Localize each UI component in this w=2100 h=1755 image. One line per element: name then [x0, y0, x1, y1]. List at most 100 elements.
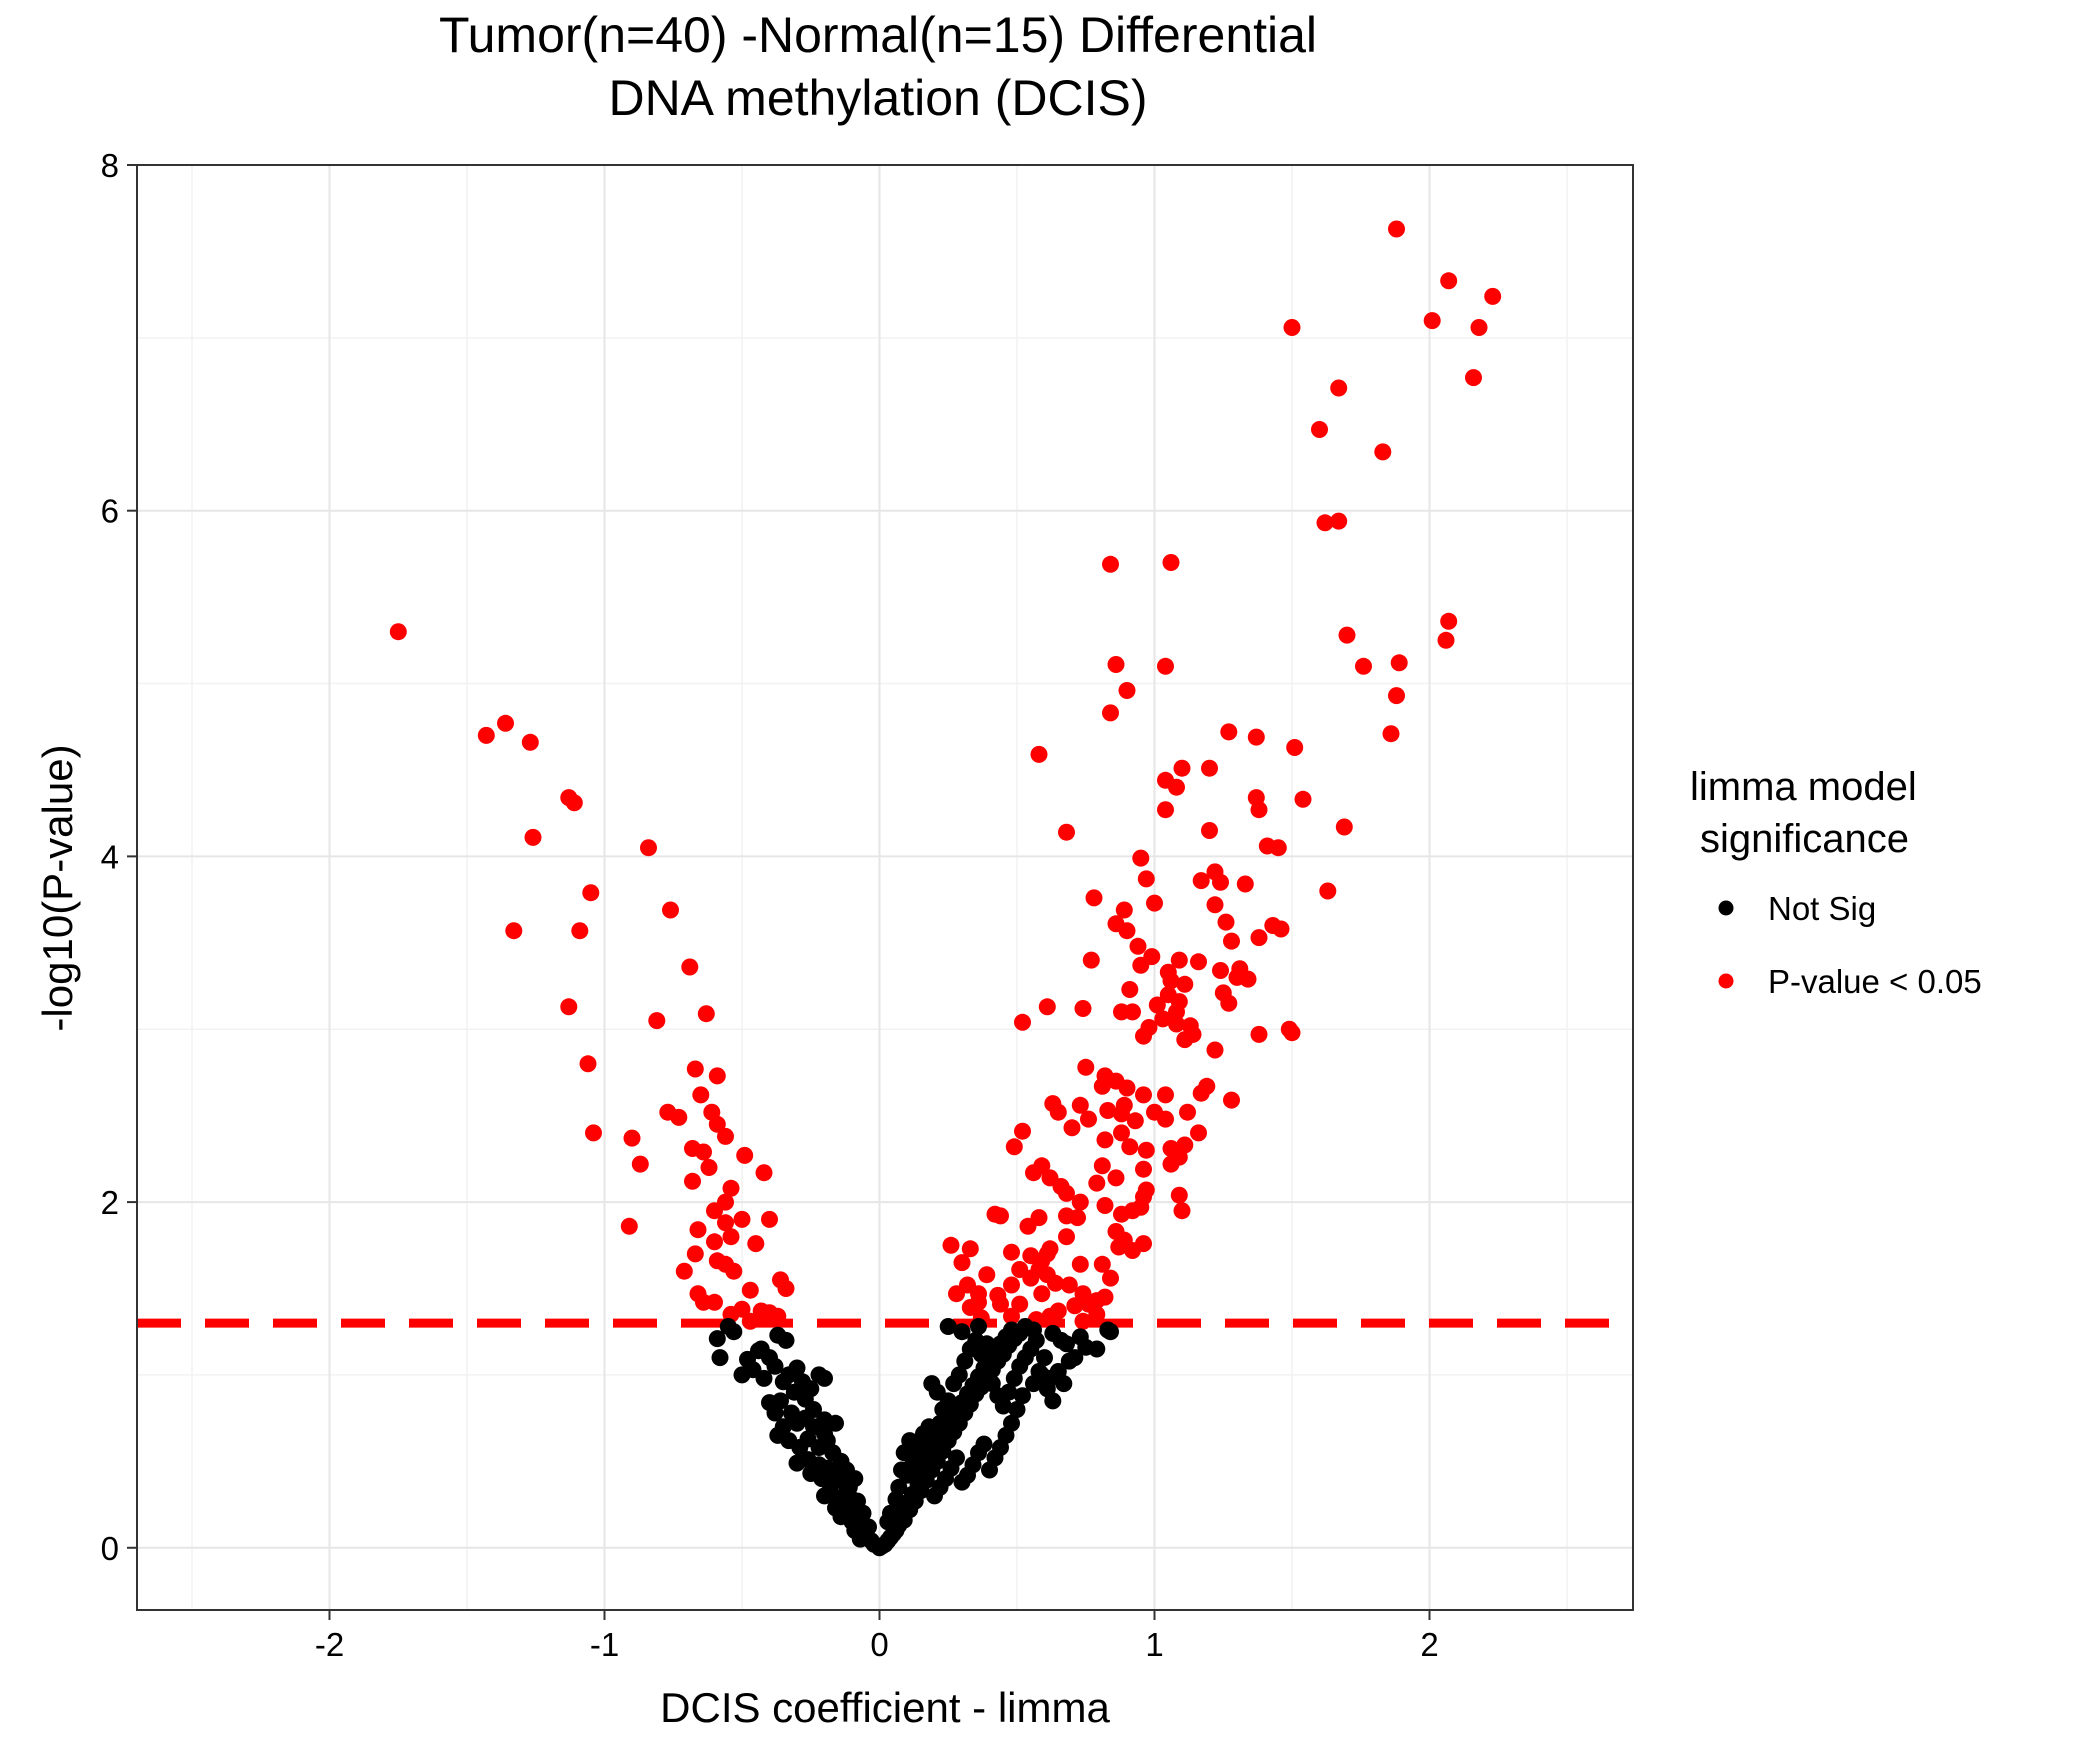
point-significant — [961, 1240, 979, 1258]
point-significant — [582, 884, 600, 902]
point-significant — [1033, 1285, 1051, 1303]
point-significant — [560, 998, 578, 1016]
point-significant — [1093, 1077, 1111, 1095]
point-significant — [585, 1124, 602, 1142]
point-significant — [1250, 801, 1268, 819]
point-not-sig — [879, 1513, 897, 1531]
point-significant — [953, 1254, 971, 1272]
point-significant — [1080, 1110, 1097, 1128]
point-significant — [1129, 937, 1147, 955]
point-significant — [722, 1228, 740, 1246]
point-not-sig — [1036, 1349, 1053, 1367]
point-significant — [1058, 823, 1075, 841]
point-significant — [1115, 901, 1133, 919]
point-significant — [1316, 514, 1334, 532]
point-significant — [1049, 1103, 1067, 1121]
legend-key-significant — [1718, 973, 1734, 989]
point-significant — [1118, 922, 1136, 940]
point-significant — [700, 1159, 718, 1176]
point-significant — [706, 1202, 723, 1220]
point-not-sig — [1052, 1331, 1070, 1349]
point-significant — [1071, 1096, 1089, 1114]
legend-key-not-sig — [1718, 900, 1734, 916]
point-not-sig — [1025, 1321, 1042, 1339]
point-not-sig — [810, 1366, 828, 1384]
y-axis-label: -log10(P-value) — [34, 744, 81, 1031]
point-not-sig — [788, 1414, 806, 1432]
point-not-sig — [895, 1444, 913, 1462]
y-tick-label: 2 — [101, 1184, 119, 1221]
point-not-sig — [1008, 1401, 1026, 1418]
point-significant — [1157, 657, 1174, 675]
x-tick-label: 2 — [1420, 1626, 1438, 1663]
point-significant — [1118, 1079, 1136, 1097]
point-significant — [1382, 725, 1400, 743]
point-significant — [1173, 1202, 1191, 1220]
point-significant — [1440, 612, 1458, 630]
point-significant — [717, 1214, 734, 1232]
point-significant — [1071, 1193, 1089, 1211]
point-not-sig — [1041, 1369, 1059, 1387]
point-significant — [1173, 759, 1191, 777]
point-significant — [741, 1312, 759, 1330]
x-axis-label: DCIS coefficient - limma — [660, 1684, 1110, 1731]
point-significant — [1058, 1184, 1075, 1202]
point-significant — [1239, 970, 1257, 988]
point-not-sig — [909, 1444, 927, 1462]
point-significant — [1030, 745, 1048, 763]
point-significant — [1355, 657, 1372, 675]
point-significant — [1088, 1305, 1106, 1323]
point-significant — [1148, 996, 1166, 1014]
point-significant — [1201, 822, 1218, 839]
point-significant — [1437, 631, 1455, 649]
point-significant — [1137, 870, 1155, 888]
point-significant — [1011, 1295, 1029, 1313]
point-significant — [1168, 778, 1185, 796]
point-not-sig — [711, 1349, 729, 1367]
point-significant — [565, 794, 583, 812]
point-not-sig — [953, 1473, 971, 1491]
point-not-sig — [725, 1323, 743, 1341]
point-significant — [741, 1281, 759, 1299]
point-significant — [1003, 1276, 1020, 1294]
point-significant — [1132, 956, 1150, 974]
point-not-sig — [1055, 1375, 1073, 1393]
point-not-sig — [953, 1323, 971, 1341]
point-significant — [1440, 272, 1458, 290]
point-significant — [948, 1285, 965, 1303]
point-significant — [1014, 1013, 1031, 1031]
point-significant — [579, 1055, 597, 1073]
point-significant — [1272, 920, 1290, 938]
point-not-sig — [755, 1369, 773, 1387]
point-significant — [1157, 801, 1174, 819]
point-significant — [1212, 962, 1229, 979]
point-significant — [1135, 1027, 1152, 1045]
point-significant — [1236, 875, 1254, 893]
point-not-sig — [766, 1404, 784, 1422]
point-not-sig — [818, 1432, 836, 1450]
point-significant — [1071, 1255, 1089, 1273]
point-significant — [1162, 972, 1180, 990]
point-significant — [681, 958, 699, 976]
point-significant — [1223, 932, 1240, 950]
point-significant — [1154, 1010, 1172, 1028]
point-significant — [1217, 913, 1235, 931]
point-significant — [1190, 953, 1207, 971]
point-significant — [978, 1266, 996, 1284]
point-significant — [1121, 1138, 1139, 1156]
y-tick-label: 8 — [101, 147, 119, 184]
point-significant — [1176, 975, 1194, 993]
point-not-sig — [794, 1373, 811, 1391]
point-not-sig — [994, 1397, 1012, 1415]
point-not-sig — [1066, 1349, 1084, 1367]
y-tick-label: 6 — [101, 493, 119, 530]
point-significant — [992, 1207, 1009, 1225]
point-significant — [1135, 1086, 1152, 1104]
point-significant — [708, 1115, 726, 1133]
point-significant — [1162, 554, 1180, 571]
point-not-sig — [923, 1375, 941, 1393]
point-significant — [1102, 555, 1119, 573]
legend-title-line-1: limma model — [1690, 765, 1917, 809]
point-significant — [1118, 682, 1136, 699]
grid — [137, 164, 1633, 1610]
